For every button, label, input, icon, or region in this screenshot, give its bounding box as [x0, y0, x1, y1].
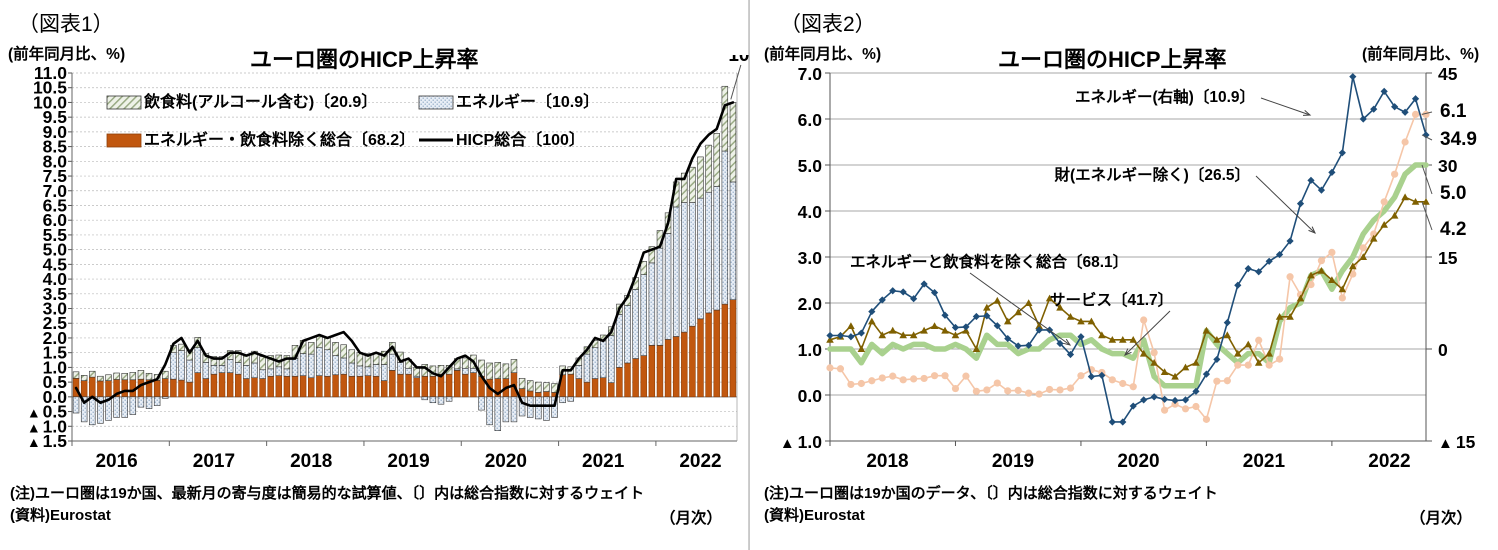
svg-text:6.1: 6.1: [1440, 101, 1467, 122]
svg-text:0.0: 0.0: [43, 387, 68, 407]
svg-text:0.0: 0.0: [798, 386, 823, 406]
svg-text:2018: 2018: [290, 451, 332, 472]
svg-text:▲15: ▲ 15: [1438, 432, 1476, 452]
svg-text:2020: 2020: [485, 451, 527, 472]
svg-text:6.0: 6.0: [43, 210, 68, 230]
svg-text:2019: 2019: [992, 451, 1034, 472]
svg-text:2.0: 2.0: [798, 294, 823, 314]
svg-text:4.0: 4.0: [43, 269, 68, 289]
svg-text:9.5: 9.5: [43, 107, 68, 127]
figure-1-frequency-label: （月次）: [660, 510, 723, 527]
svg-text:3.5: 3.5: [43, 284, 68, 304]
svg-text:5.0: 5.0: [1440, 183, 1466, 204]
figure-1-panel: （図表1） (前年同月比、%) ユーロ圏のHICP上昇率 ▲ 1.5 ▲ 1.0 ▲ 0.…: [8, 13, 749, 527]
svg-text:2020: 2020: [1117, 451, 1159, 472]
figure-1-y-unit-label: (前年同月比、%): [8, 46, 126, 63]
svg-text:2021: 2021: [582, 451, 625, 472]
svg-text:8.5: 8.5: [43, 137, 68, 157]
svg-text:5.0: 5.0: [43, 240, 68, 260]
figure-2-title: ユーロ圏のHICP上昇率: [998, 47, 1227, 72]
svg-text:エネルギー(右軸)〔10.9〕: エネルギー(右軸)〔10.9〕: [1075, 87, 1255, 106]
figure-2-chart: ▲ 1.0 0.0 1.0 2.0 3.0 4.0 5.0 6.0 7.0 45 30 15 0 ▲ 15 20…: [780, 64, 1477, 472]
svg-text:3.0: 3.0: [798, 248, 823, 268]
svg-text:▲1.0: ▲ 1.0: [27, 416, 67, 436]
svg-text:10.0: 10.0: [728, 55, 749, 66]
svg-text:サービス〔41.7〕: サービス〔41.7〕: [1050, 291, 1173, 309]
svg-text:2.5: 2.5: [43, 313, 68, 333]
figure-2-y-unit-label-right: (前年同月比、%): [1362, 46, 1480, 63]
svg-text:2022: 2022: [1368, 451, 1410, 472]
svg-text:2017: 2017: [193, 451, 235, 472]
figure-2-y-unit-label-left: (前年同月比、%): [764, 46, 882, 63]
svg-text:34.9: 34.9: [1440, 129, 1477, 150]
svg-text:15: 15: [1438, 248, 1458, 268]
figure-2-panel: （図表2） (前年同月比、%) (前年同月比、%) ユーロ圏のHICP上昇率 ▲…: [749, 0, 1498, 550]
svg-text:7.0: 7.0: [798, 64, 823, 84]
svg-text:1.0: 1.0: [798, 340, 823, 360]
svg-text:11.0: 11.0: [34, 63, 67, 83]
svg-text:3.0: 3.0: [43, 299, 68, 319]
svg-text:2021: 2021: [1243, 451, 1286, 472]
figure-2-footnote-1: (注)ユーロ圏は19か国のデータ、〔〕内は総合指数に対するウェイト: [764, 485, 1218, 502]
svg-text:エネルギーと飲食料を除く総合〔68.1〕: エネルギーと飲食料を除く総合〔68.1〕: [850, 252, 1128, 271]
svg-text:7.0: 7.0: [43, 181, 68, 201]
svg-text:▲0.5: ▲ 0.5: [27, 402, 67, 422]
svg-text:4.2: 4.2: [1440, 219, 1466, 240]
svg-text:8.0: 8.0: [43, 151, 68, 171]
svg-text:4.5: 4.5: [43, 254, 68, 274]
svg-text:0: 0: [1438, 340, 1448, 360]
svg-text:2018: 2018: [866, 451, 908, 472]
svg-text:▲1.5: ▲ 1.5: [27, 431, 67, 451]
svg-text:6.0: 6.0: [798, 110, 823, 130]
svg-text:2019: 2019: [387, 451, 429, 472]
svg-text:飲食料(アルコール含む)〔20.9〕: 飲食料(アルコール含む)〔20.9〕: [143, 92, 377, 111]
svg-text:10.5: 10.5: [33, 78, 67, 98]
svg-text:HICP総合〔100〕: HICP総合〔100〕: [456, 130, 585, 149]
figure-1-footnote-1: (注)ユーロ圏は19か国、最新月の寄与度は簡易的な試算値、〔〕内は総合指数に対す…: [10, 485, 645, 502]
svg-text:1.5: 1.5: [43, 343, 68, 363]
figure-1-title: ユーロ圏のHICP上昇率: [250, 47, 479, 72]
svg-text:5.5: 5.5: [43, 225, 68, 245]
svg-text:1.0: 1.0: [43, 357, 68, 377]
svg-text:45: 45: [1438, 64, 1458, 84]
svg-text:2022: 2022: [679, 451, 721, 472]
svg-text:4.0: 4.0: [798, 202, 823, 222]
svg-text:2016: 2016: [95, 451, 137, 472]
svg-text:エネルギー〔10.9〕: エネルギー〔10.9〕: [456, 92, 599, 111]
svg-text:2.0: 2.0: [43, 328, 68, 348]
svg-text:エネルギー・飲食料除く総合〔68.2〕: エネルギー・飲食料除く総合〔68.2〕: [144, 130, 415, 149]
figure-1-chart: ▲ 1.5▲ 1.0▲ 0.50.00.51.01.52.02.53.03.54.04…: [27, 55, 749, 472]
panel-divider: [748, 0, 749, 550]
svg-text:9.0: 9.0: [43, 122, 68, 142]
figure-1-footnote-2: (資料)Eurostat: [10, 507, 111, 524]
figure-1-number: （図表1）: [18, 13, 114, 36]
svg-text:5.0: 5.0: [798, 156, 823, 176]
figure-2-frequency-label: （月次）: [1410, 510, 1473, 527]
svg-text:10.0: 10.0: [33, 92, 67, 112]
svg-text:30: 30: [1438, 156, 1458, 176]
figure-2-number: （図表2）: [780, 13, 876, 36]
svg-text:▲1.0: ▲ 1.0: [780, 432, 822, 452]
svg-text:6.5: 6.5: [43, 195, 68, 215]
svg-text:7.5: 7.5: [43, 166, 68, 186]
svg-text:財(エネルギー除く)〔26.5〕: 財(エネルギー除く)〔26.5〕: [1055, 165, 1251, 184]
svg-text:0.5: 0.5: [43, 372, 68, 392]
figure-2-footnote-2: (資料)Eurostat: [764, 507, 865, 524]
